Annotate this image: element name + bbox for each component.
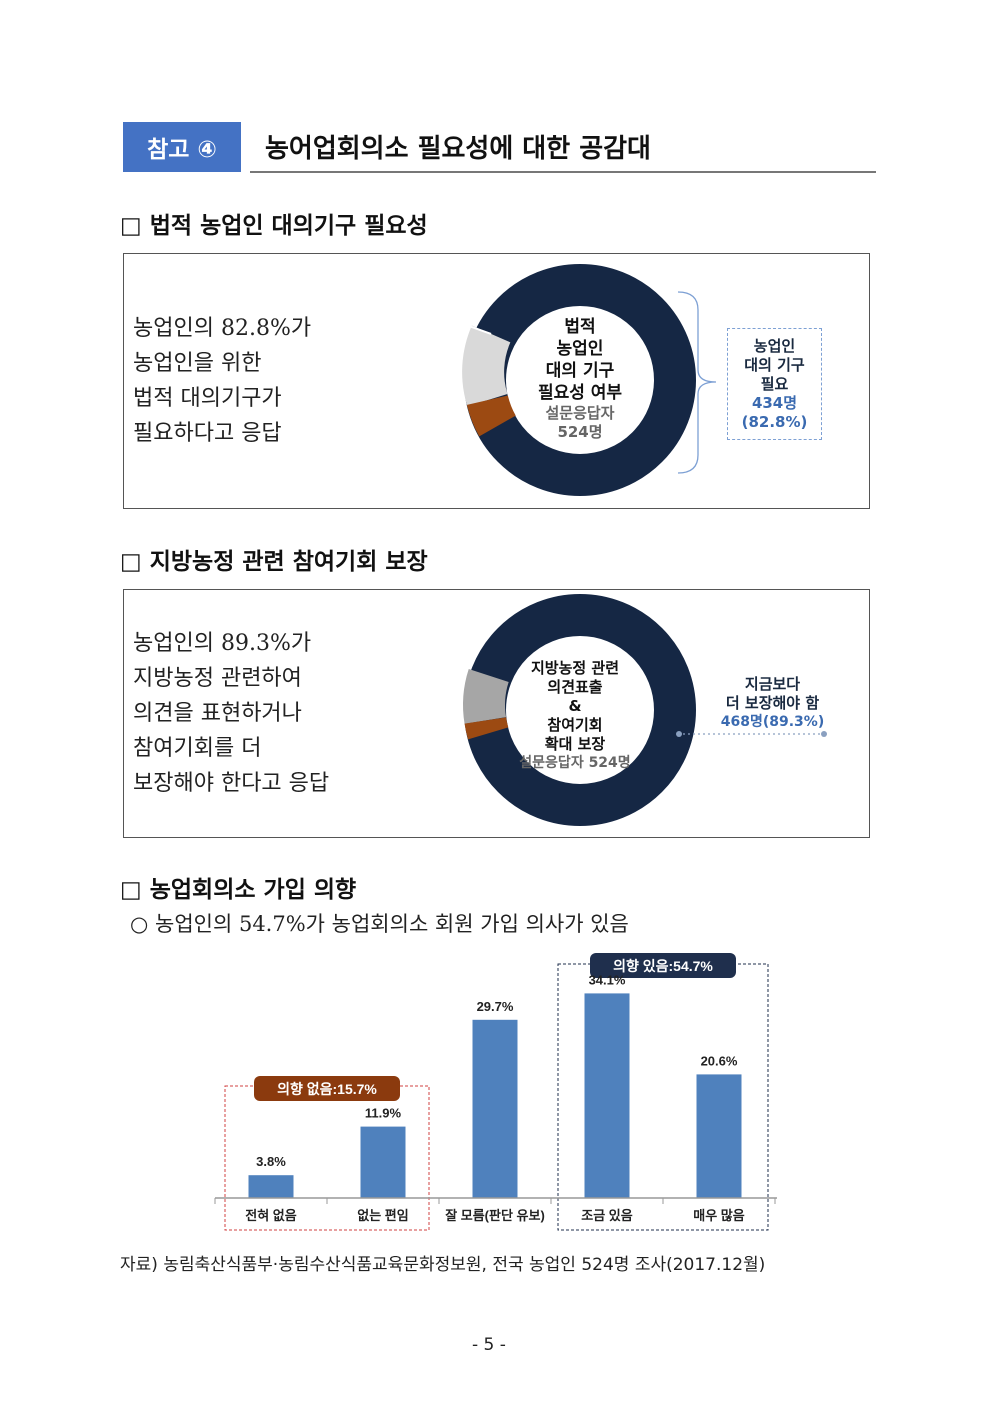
- callout-value: 468명(89.3%): [720, 714, 825, 730]
- callout-count: 434명: [751, 393, 798, 412]
- group-badge-no: [254, 1076, 400, 1101]
- bar: [360, 1126, 406, 1198]
- donut-slice-grey: [462, 325, 511, 407]
- bar: [472, 1019, 518, 1198]
- bar-value-label: 34.1%: [589, 972, 626, 987]
- section3-heading: □ 농업회의소 가입 의향: [120, 876, 357, 903]
- group-label-yes: 의향 있음:54.7%: [613, 958, 713, 974]
- section2-donut: [463, 594, 696, 826]
- bar: [696, 1074, 742, 1198]
- page-title: 농어업회의소 필요성에 대한 공감대: [265, 134, 651, 164]
- section1-bracket: [677, 291, 717, 474]
- section1-text: 농업인의 82.8%가 농업인을 위한 법적 대의기구가 필요하다고 응답: [133, 311, 311, 451]
- section2-text: 농업인의 89.3%가 지방농정 관련하여 의견을 표현하거나 참여기회를 더 …: [133, 626, 329, 801]
- category-label: 잘 모름(판단 유보): [445, 1208, 545, 1223]
- donut-line: &: [568, 697, 582, 715]
- bar-value-label: 29.7%: [477, 999, 514, 1014]
- bar-value-label: 11.9%: [365, 1106, 402, 1121]
- section1-donut-label: 법적 농업인 대의 기구 필요성 여부 설문응답자 524명: [510, 316, 650, 442]
- section2-callout: 지금보다 더 보장해야 함 468명(89.3%): [700, 675, 845, 732]
- bar: [584, 993, 630, 1198]
- section2-line: 참여기회를 더: [133, 736, 262, 761]
- bar: [248, 1175, 294, 1198]
- section2-leader-line: [676, 731, 827, 737]
- donut-sub: 설문응답자 524명: [519, 755, 631, 771]
- donut-line: 필요성 여부: [537, 383, 623, 403]
- category-label: 없는 편임: [357, 1208, 408, 1223]
- callout-percent: (82.8%): [741, 412, 808, 431]
- donut-slice-brown: [464, 716, 509, 740]
- donut-line: 지방농정 관련: [530, 659, 620, 677]
- callout-line: 지금보다: [744, 675, 801, 693]
- callout-line: 농업인: [753, 336, 796, 355]
- page-number: - 5 -: [472, 1335, 506, 1355]
- donut-line: 농업인: [556, 339, 604, 359]
- group-label-no: 의향 없음:15.7%: [277, 1081, 377, 1097]
- category-label: 조금 있음: [581, 1208, 632, 1223]
- donut-line: 의견표출: [547, 678, 603, 696]
- section1-donut: [455, 264, 696, 496]
- section2-line: 농업인의 89.3%가: [133, 631, 312, 656]
- group-badge-yes: [590, 953, 736, 978]
- section1-heading: □ 법적 농업인 대의기구 필요성: [120, 212, 428, 239]
- section2-heading: □ 지방농정 관련 참여기회 보장: [120, 548, 428, 575]
- callout-line: 대의 기구: [744, 355, 805, 374]
- source-note: 자료) 농림축산식품부·농림수산식품교육문화정보원, 전국 농업인 524명 조…: [120, 1255, 766, 1275]
- donut-line: 참여기회: [547, 716, 603, 734]
- donut-sub: 524명: [557, 423, 603, 441]
- section1-callout: 농업인 대의 기구 필요 434명 (82.8%): [727, 328, 822, 440]
- section1-line: 농업인의 82.8%가: [133, 316, 312, 341]
- donut-slice-brown: [466, 394, 517, 437]
- section1-line: 법적 대의기구가: [133, 386, 282, 411]
- donut-line: 대의 기구: [545, 361, 615, 381]
- section2-donut-label: 지방농정 관련 의견표출 & 참여기회 확대 보장 설문응답자 524명: [510, 659, 640, 773]
- reference-badge: 참고 ④: [123, 122, 241, 172]
- section3-bullet: ○ 농업인의 54.7%가 농업회의소 회원 가입 의사가 있음: [130, 912, 629, 936]
- bar-value-label: 3.8%: [256, 1154, 286, 1169]
- donut-line: 확대 보장: [544, 735, 606, 753]
- callout-line: 더 보장해야 함: [725, 694, 820, 712]
- bar-chart: 의향 없음:15.7% 의향 있음:54.7% 3.8% 11.9% 29.7% 34.…: [214, 953, 777, 1231]
- donut-sub: 설문응답자: [545, 404, 615, 422]
- section1-line: 농업인을 위한: [133, 351, 262, 376]
- donut-line: 법적: [564, 317, 596, 337]
- category-label: 전혀 없음: [245, 1208, 296, 1223]
- bar-value-label: 20.6%: [701, 1053, 738, 1068]
- title-underline: [250, 171, 876, 173]
- section1-panel: 농업인의 82.8%가 농업인을 위한 법적 대의기구가 필요하다고 응답: [123, 253, 870, 509]
- callout-line: 필요: [760, 374, 789, 393]
- section2-line: 지방농정 관련하여: [133, 666, 302, 691]
- donut-slice-grey: [463, 668, 509, 724]
- category-label: 매우 많음: [693, 1208, 744, 1223]
- section2-line: 의견을 표현하거나: [133, 701, 302, 726]
- section1-line: 필요하다고 응답: [133, 421, 282, 446]
- section2-line: 보장해야 한다고 응답: [133, 771, 330, 796]
